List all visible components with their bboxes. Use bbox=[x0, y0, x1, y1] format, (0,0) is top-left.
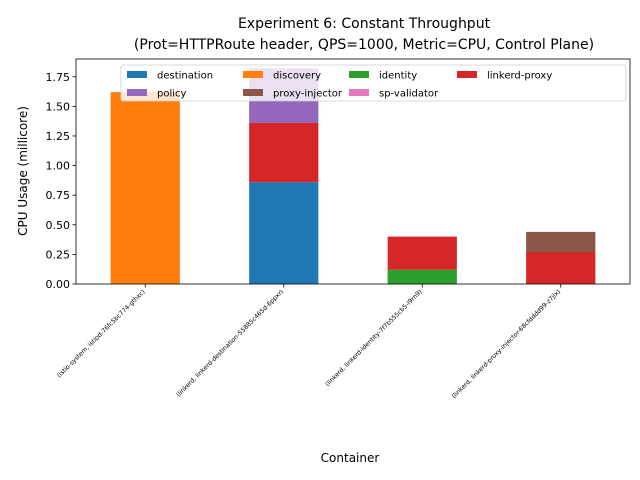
bar-destination-1 bbox=[249, 182, 319, 284]
legend-swatch-proxy-injector bbox=[243, 89, 263, 96]
x-tick-label: (istio-system, istiod-76fc5bc774-gthxc) bbox=[56, 288, 147, 379]
y-tick-label: 1.25 bbox=[46, 130, 71, 143]
legend-label-policy: policy bbox=[157, 89, 187, 100]
chart-title-line2: (Prot=HTTPRoute header, QPS=1000, Metric… bbox=[134, 37, 594, 53]
plot-frame bbox=[75, 58, 631, 285]
legend-label-linkerd-proxy: linkerd-proxy bbox=[487, 71, 552, 82]
x-tick-label: (linkerd, linkerd-identity-7f7b555cb5-l9… bbox=[324, 288, 424, 388]
y-tick-label: 0.00 bbox=[46, 278, 71, 291]
legend-swatch-linkerd-proxy bbox=[457, 71, 477, 78]
bar-proxy-injector-3 bbox=[526, 231, 596, 253]
legend-label-proxy-injector: proxy-injector bbox=[273, 89, 343, 100]
x-axis: (istio-system, istiod-76fc5bc774-gthxc) (… bbox=[56, 284, 562, 400]
bar-linkerd-proxy-3 bbox=[526, 252, 596, 284]
x-axis-label: Container bbox=[321, 451, 380, 465]
bar-discovery-0 bbox=[110, 92, 180, 284]
legend: destination discovery identity linkerd-prox… bbox=[120, 64, 627, 102]
bar-linkerd-proxy-2 bbox=[387, 236, 457, 270]
legend-swatch-identity bbox=[349, 71, 369, 78]
y-tick-label: 0.50 bbox=[46, 219, 71, 232]
legend-label-sp-validator: sp-validator bbox=[379, 89, 439, 100]
y-axis-label: CPU Usage (millicore) bbox=[16, 106, 30, 236]
x-tick-label: (linkerd, linkerd-destination-55885c465d… bbox=[175, 288, 285, 398]
chart-title-line1: Experiment 6: Constant Throughput bbox=[238, 16, 491, 32]
y-axis: 0.00 0.25 0.50 0.75 1.00 1.25 1.50 1.75 bbox=[46, 71, 76, 291]
y-tick-label: 1.75 bbox=[46, 71, 71, 84]
legend-label-discovery: discovery bbox=[273, 71, 321, 82]
x-tick-label: (linkerd, linkerd-proxy-injector-68cfddd… bbox=[451, 288, 563, 400]
legend-swatch-discovery bbox=[243, 71, 263, 78]
bar-identity-2 bbox=[387, 269, 457, 284]
y-tick-label: 1.50 bbox=[46, 100, 71, 113]
bar-linkerd-proxy-1 bbox=[249, 122, 319, 183]
legend-swatch-policy bbox=[127, 89, 147, 96]
legend-swatch-sp-validator bbox=[349, 89, 369, 96]
legend-label-destination: destination bbox=[157, 71, 213, 82]
legend-label-identity: identity bbox=[379, 71, 417, 82]
y-tick-label: 1.00 bbox=[46, 160, 71, 173]
y-tick-label: 0.25 bbox=[46, 248, 71, 261]
y-tick-label: 0.75 bbox=[46, 189, 71, 202]
legend-swatch-destination bbox=[127, 71, 147, 78]
